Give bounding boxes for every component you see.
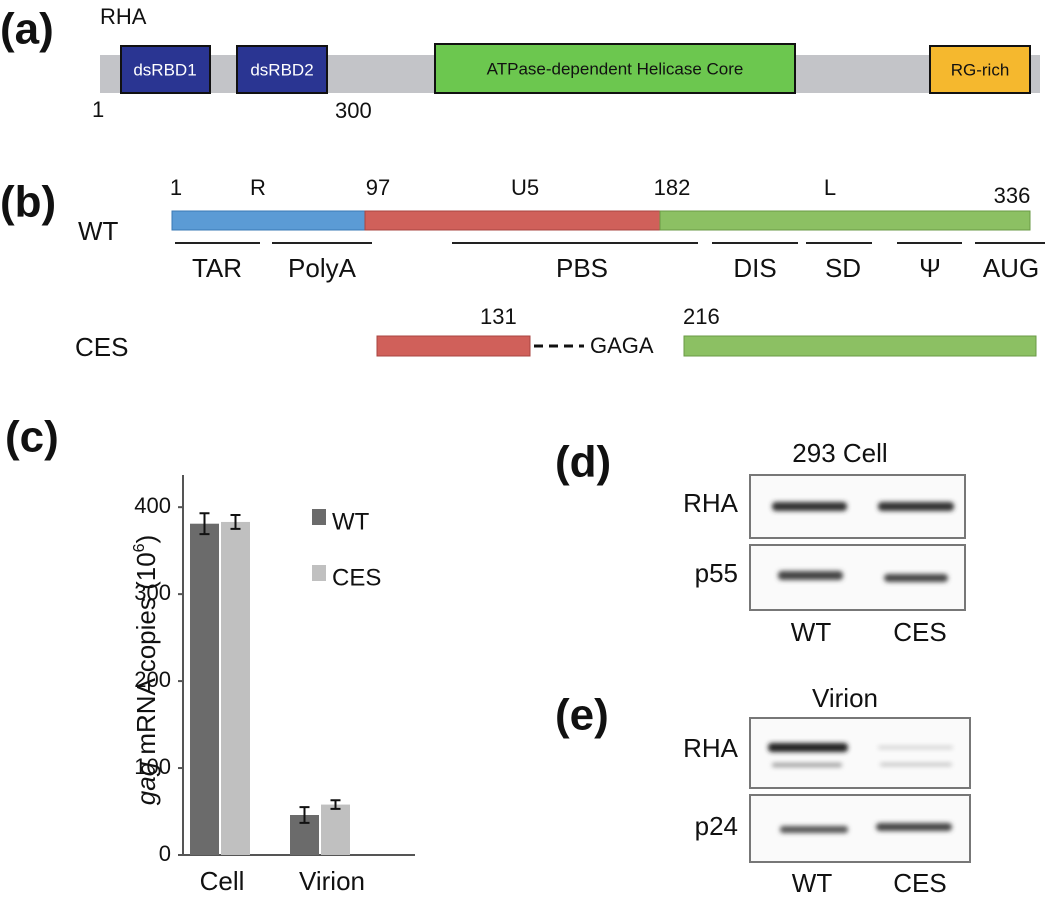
region-bar (364, 210, 661, 231)
element-label: DIS (733, 253, 776, 283)
region-bar (171, 210, 366, 231)
bands (772, 502, 954, 582)
domain-label: RG-rich (951, 60, 1010, 79)
legend-label: WT (332, 508, 370, 535)
error-bar (330, 799, 341, 810)
domain-label: dsRBD2 (250, 60, 313, 79)
position-label: 1 (170, 175, 182, 200)
blot-title: Virion (812, 683, 878, 713)
protein-name: RHA (100, 4, 147, 29)
panel-label: (b) (0, 178, 56, 227)
error-bar (299, 806, 310, 824)
legend-swatch (312, 509, 326, 525)
blot-row-label: RHA (683, 733, 739, 763)
y-tick-label: 200 (134, 667, 171, 692)
legend-label: CES (332, 564, 381, 591)
y-axis-label: gag mRNA copies (106) (131, 535, 161, 806)
panel-label: (e) (555, 691, 609, 740)
position-label: 182 (654, 175, 691, 200)
blot-title: 293 Cell (792, 438, 887, 468)
region-bar (683, 335, 1037, 357)
error-bar (199, 512, 210, 536)
legend-swatch (312, 565, 326, 581)
region-bar (376, 335, 531, 357)
domain-label: dsRBD1 (133, 60, 196, 79)
domain (434, 43, 796, 94)
lane-label: WT (792, 868, 833, 898)
region-label: L (824, 175, 836, 200)
x-tick-label: Cell (200, 866, 245, 896)
position-label: 216 (683, 304, 720, 329)
construct-label: WT (78, 216, 119, 246)
panel-label: (a) (0, 5, 54, 54)
region-label: R (250, 175, 266, 200)
construct-label: CES (75, 332, 128, 362)
error-bar (230, 514, 241, 530)
domain (236, 45, 328, 94)
lane-label: CES (893, 868, 946, 898)
element-label: Ψ (919, 253, 941, 283)
lane-label: WT (791, 617, 832, 647)
y-axis-label-sup: 6 (131, 543, 148, 552)
bar (221, 521, 250, 855)
y-tick-label: 0 (159, 841, 171, 866)
element-label: AUG (983, 253, 1039, 283)
linker-label: GAGA (590, 333, 654, 358)
element-label: TAR (192, 253, 242, 283)
y-axis-label-text: mRNA copies (10 (131, 552, 161, 762)
y-axis-label-italic: gag (131, 761, 161, 805)
y-tick-label: 300 (134, 580, 171, 605)
position-label: 1 (92, 97, 104, 122)
element-label: SD (825, 253, 861, 283)
panel-label: (c) (5, 413, 59, 462)
blot (749, 717, 971, 789)
region-label: U5 (511, 175, 539, 200)
element-label: PBS (556, 253, 608, 283)
panel-label: (d) (555, 438, 611, 487)
bar-chart: 0 100 200 300 400 WT CES Cell Virion (134, 475, 415, 896)
domain (120, 45, 211, 94)
position-label: 131 (480, 304, 517, 329)
y-tick-label: 400 (134, 493, 171, 518)
domain-label: ATPase-dependent Helicase Core (487, 59, 744, 78)
blot-row-label: p55 (695, 558, 738, 588)
bands (768, 743, 953, 833)
bar (190, 523, 219, 855)
domain (929, 45, 1031, 94)
y-axis-label-close: ) (131, 535, 161, 544)
bar (321, 804, 350, 855)
position-label: 97 (366, 175, 390, 200)
lane-label: CES (893, 617, 946, 647)
x-tick-label: Virion (299, 866, 365, 896)
region-bar (659, 210, 1031, 231)
element-label: PolyA (288, 253, 357, 283)
position-label: 300 (335, 98, 372, 123)
y-tick-label: 100 (134, 754, 171, 779)
blot-row-label: RHA (683, 488, 739, 518)
position-label: 336 (994, 183, 1031, 208)
blot-row-label: p24 (695, 811, 738, 841)
